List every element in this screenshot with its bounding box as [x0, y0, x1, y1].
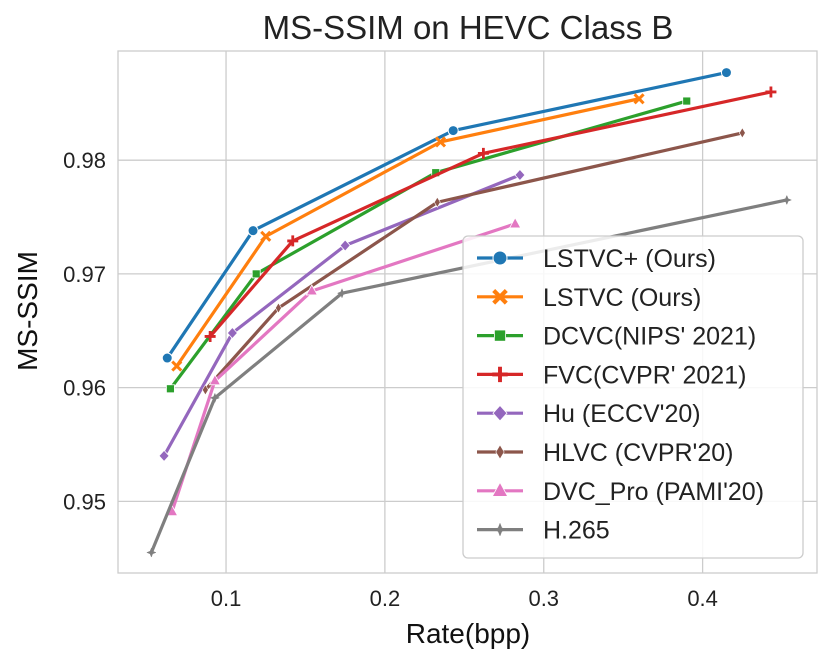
data-point: [492, 250, 508, 266]
data-point: [720, 67, 732, 79]
data-point: [146, 547, 157, 558]
data-point: [508, 217, 522, 229]
y-axis-label: MS-SSIM: [12, 251, 43, 371]
legend-label: LSTVC+ (Ours): [543, 245, 716, 273]
data-point: [434, 136, 447, 148]
legend-label: Hu (ECCV'20): [543, 400, 701, 428]
data-point: [209, 392, 221, 404]
y-tick-label: 0.97: [63, 262, 106, 287]
x-tick-label: 0.4: [687, 586, 718, 611]
legend-entry: DCVC(NIPS' 2021): [477, 323, 756, 351]
series-0: [161, 67, 732, 364]
data-point: [339, 239, 351, 252]
data-point: [447, 125, 459, 137]
series-3: [204, 86, 777, 342]
data-point: [514, 168, 526, 182]
data-point: [477, 147, 489, 159]
data-point: [738, 127, 746, 139]
data-point: [492, 289, 508, 305]
legend-entry: FVC(CVPR' 2021): [477, 361, 746, 389]
plot-frame: [117, 50, 818, 574]
x-tick-label: 0.1: [211, 586, 242, 611]
data-point: [495, 444, 505, 460]
legend-label: LSTVC (Ours): [543, 284, 701, 312]
data-point: [204, 330, 216, 342]
data-point: [433, 196, 441, 208]
data-point: [492, 366, 508, 383]
data-point: [336, 288, 348, 299]
x-tick-label: 0.3: [528, 586, 559, 611]
data-point: [492, 404, 508, 422]
data-point: [765, 86, 777, 98]
legend-entry: H.265: [477, 517, 610, 545]
legend: LSTVC+ (Ours) LSTVC (Ours) DCVC(NIPS' 2021…: [462, 235, 804, 559]
data-point: [633, 93, 645, 105]
legend-entry: LSTVC+ (Ours): [477, 245, 716, 273]
legend-label: HLVC (CVPR'20): [543, 439, 733, 467]
series-layer: [146, 67, 793, 558]
data-point: [171, 360, 183, 372]
series-line: [165, 71, 729, 360]
series-5: [202, 127, 746, 396]
data-point: [208, 373, 222, 386]
series-line: [203, 131, 744, 392]
data-point: [202, 384, 209, 396]
data-point: [226, 326, 238, 340]
y-tick-label: 0.95: [63, 489, 106, 514]
series-4: [158, 168, 526, 462]
series-line: [175, 97, 641, 368]
legend-label: DVC_Pro (PAMI'20): [543, 478, 764, 506]
data-point: [251, 269, 261, 279]
chart-title: MS-SSIM on HEVC Class B: [263, 9, 674, 46]
data-point: [247, 225, 259, 237]
series-line: [208, 90, 773, 339]
x-axis-ticks: 0.1 0.2 0.3 0.4: [211, 586, 718, 611]
data-point: [682, 96, 692, 106]
legend-label: FVC(CVPR' 2021): [543, 361, 746, 389]
series-line: [162, 173, 522, 458]
x-tick-label: 0.2: [370, 586, 401, 611]
data-point: [491, 481, 509, 497]
data-point: [260, 230, 272, 242]
data-point: [305, 284, 318, 296]
plot-area: [117, 50, 818, 574]
y-axis-ticks: 0.95 0.96 0.97 0.98: [63, 148, 106, 514]
data-point: [493, 522, 507, 537]
y-tick-label: 0.98: [63, 148, 106, 173]
legend-entry: LSTVC (Ours): [477, 284, 701, 312]
legend-entry: HLVC (CVPR'20): [477, 439, 733, 467]
data-point: [275, 302, 282, 314]
legend-label: H.265: [543, 517, 610, 545]
legend-label: DCVC(NIPS' 2021): [543, 323, 756, 351]
x-axis-label: Rate(bpp): [406, 618, 531, 649]
y-tick-label: 0.96: [63, 376, 106, 401]
data-point: [493, 329, 506, 342]
data-point: [161, 352, 173, 364]
legend-entry: Hu (ECCV'20): [477, 400, 701, 428]
data-point: [158, 449, 170, 462]
data-point: [781, 194, 793, 206]
series-1: [171, 93, 645, 372]
legend-box: [462, 235, 804, 559]
data-point: [287, 235, 299, 247]
data-point: [166, 384, 175, 394]
legend-entry: DVC_Pro (PAMI'20): [477, 478, 764, 506]
